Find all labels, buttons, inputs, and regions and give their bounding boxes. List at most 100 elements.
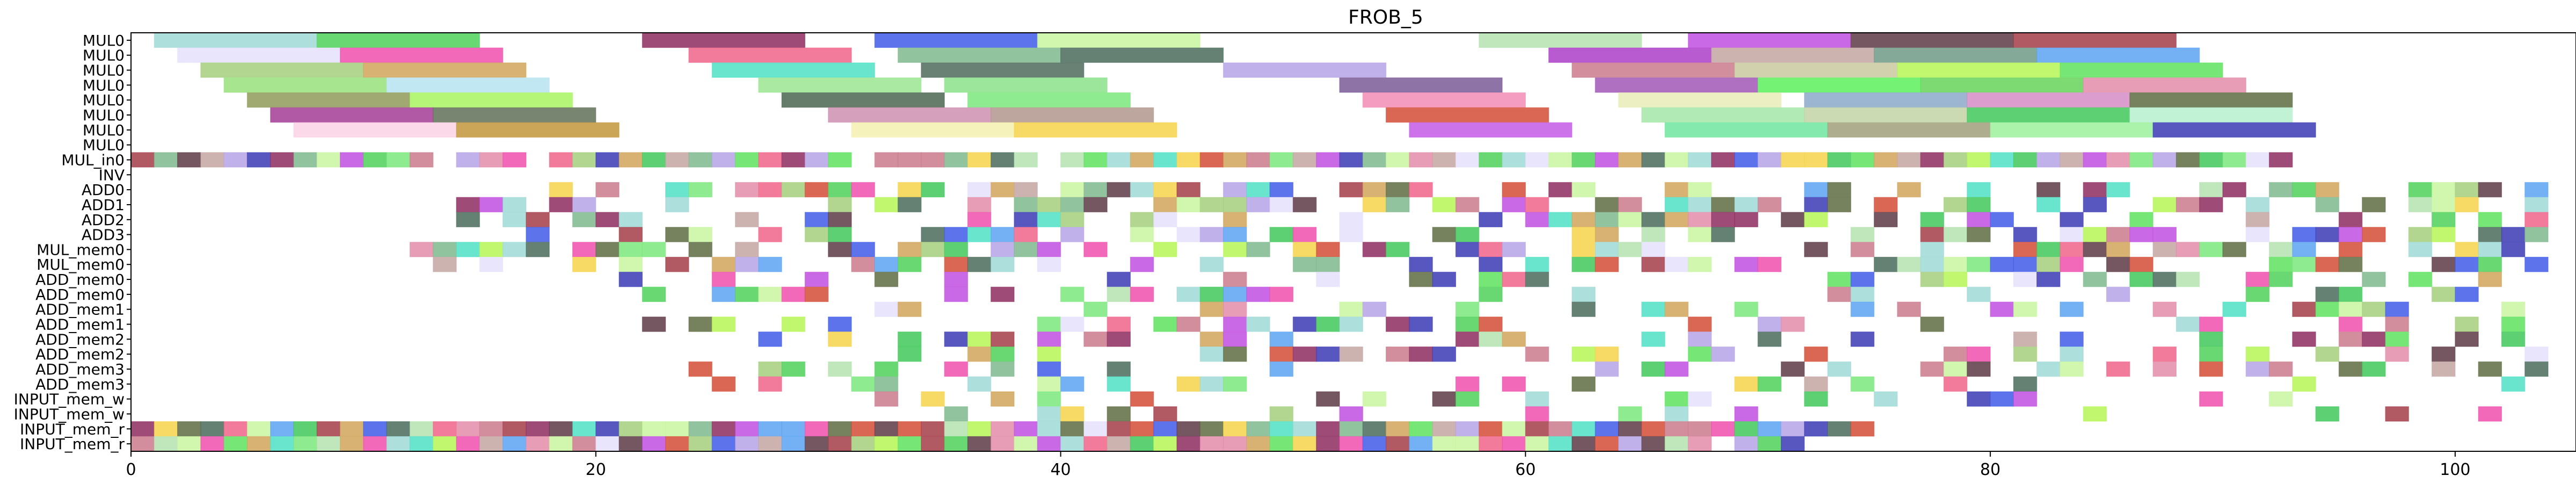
cell-block (1479, 271, 1503, 287)
cell-block (1316, 421, 1340, 437)
cell-block (1176, 227, 1200, 242)
cell-block (944, 436, 969, 452)
cell-block (2338, 286, 2363, 302)
cell-block (1037, 197, 1061, 213)
cell-block (2432, 212, 2456, 228)
row-label: ADD_mem2 (35, 345, 125, 363)
cell-block (897, 197, 922, 213)
cell-block (1292, 316, 1317, 332)
task-bar (1618, 92, 1782, 108)
cell-block (2036, 361, 2061, 377)
cell-block (665, 436, 689, 452)
cell-block (1176, 316, 1200, 332)
cell-block (1687, 331, 1712, 347)
task-bar (1060, 47, 1224, 63)
cell-block (2362, 331, 2386, 347)
cell-block (1107, 331, 1131, 347)
task-bar (316, 32, 480, 48)
cell-block (1455, 227, 1480, 242)
cell-blocks (130, 152, 2549, 452)
cell-block (734, 256, 759, 272)
cell-block (1827, 197, 1851, 213)
task-bar (1711, 47, 1875, 63)
task-bar (2129, 107, 2293, 123)
cell-block (2268, 256, 2293, 272)
cell-block (944, 421, 969, 437)
cell-block (2152, 227, 2177, 242)
cell-block (1920, 227, 1945, 242)
cell-block (874, 436, 899, 452)
cell-block (1222, 331, 1247, 347)
cell-block (2013, 256, 2037, 272)
cell-block (2385, 346, 2409, 362)
cell-block (1339, 152, 1363, 168)
cell-block (1571, 242, 1596, 257)
cell-block (479, 152, 504, 168)
cell-block (1432, 271, 1457, 287)
cell-block (1664, 406, 1689, 422)
cell-block (2106, 227, 2130, 242)
cell-block (2036, 271, 2061, 287)
cell-block (1409, 271, 1433, 287)
cell-block (2268, 182, 2293, 198)
cell-block (526, 227, 550, 242)
cell-block (1967, 182, 1991, 198)
cell-block (2338, 227, 2363, 242)
cell-block (1153, 197, 1177, 213)
cell-block (1107, 152, 1131, 168)
cell-block (479, 256, 504, 272)
cell-block (991, 227, 1015, 242)
cell-block (1269, 286, 1294, 302)
cell-block (665, 256, 689, 272)
cell-block (1199, 376, 1224, 392)
task-bar (758, 77, 922, 93)
cell-block (2315, 256, 2340, 272)
cell-block (665, 421, 689, 437)
cell-block (804, 212, 829, 228)
cell-block (2315, 301, 2340, 317)
cell-block (2060, 152, 2084, 168)
cell-block (1874, 152, 1898, 168)
cell-block (851, 421, 875, 437)
cell-block (1107, 376, 1131, 392)
cell-block (758, 376, 782, 392)
cell-block (1827, 286, 1851, 302)
cell-block (1943, 227, 1968, 242)
cell-block (2385, 316, 2409, 332)
cell-block (1687, 212, 1712, 228)
task-bar (1479, 32, 1642, 48)
cell-block (1339, 346, 1363, 362)
cell-block (1199, 197, 1224, 213)
cell-block (851, 436, 875, 452)
cell-block (2245, 227, 2270, 242)
cell-block (1339, 212, 1363, 228)
cell-block (1780, 436, 1805, 452)
cell-block (1222, 227, 1247, 242)
cell-block (1386, 316, 1410, 332)
task-bar (967, 92, 1131, 108)
cell-block (1014, 227, 1038, 242)
cell-block (1199, 331, 1224, 347)
cell-block (1943, 271, 1968, 287)
cell-block (549, 197, 573, 213)
cell-block (316, 152, 341, 168)
cell-block (2175, 152, 2200, 168)
task-bar (1757, 77, 1921, 93)
task-bar (2013, 32, 2177, 48)
cell-block (944, 286, 969, 302)
cell-block (711, 256, 736, 272)
cell-block (1269, 227, 1294, 242)
cell-block (1571, 301, 1596, 317)
cell-block (618, 212, 643, 228)
cell-block (246, 152, 271, 168)
cell-block (1897, 301, 1921, 317)
cell-block (2338, 212, 2363, 228)
cell-block (456, 197, 480, 213)
cell-block (1060, 212, 1085, 228)
cell-block (1687, 316, 1712, 332)
cell-block (2175, 271, 2200, 287)
task-bar (1037, 32, 1200, 48)
cell-block (572, 436, 596, 452)
cell-block (1222, 286, 1247, 302)
cell-block (1525, 436, 1549, 452)
